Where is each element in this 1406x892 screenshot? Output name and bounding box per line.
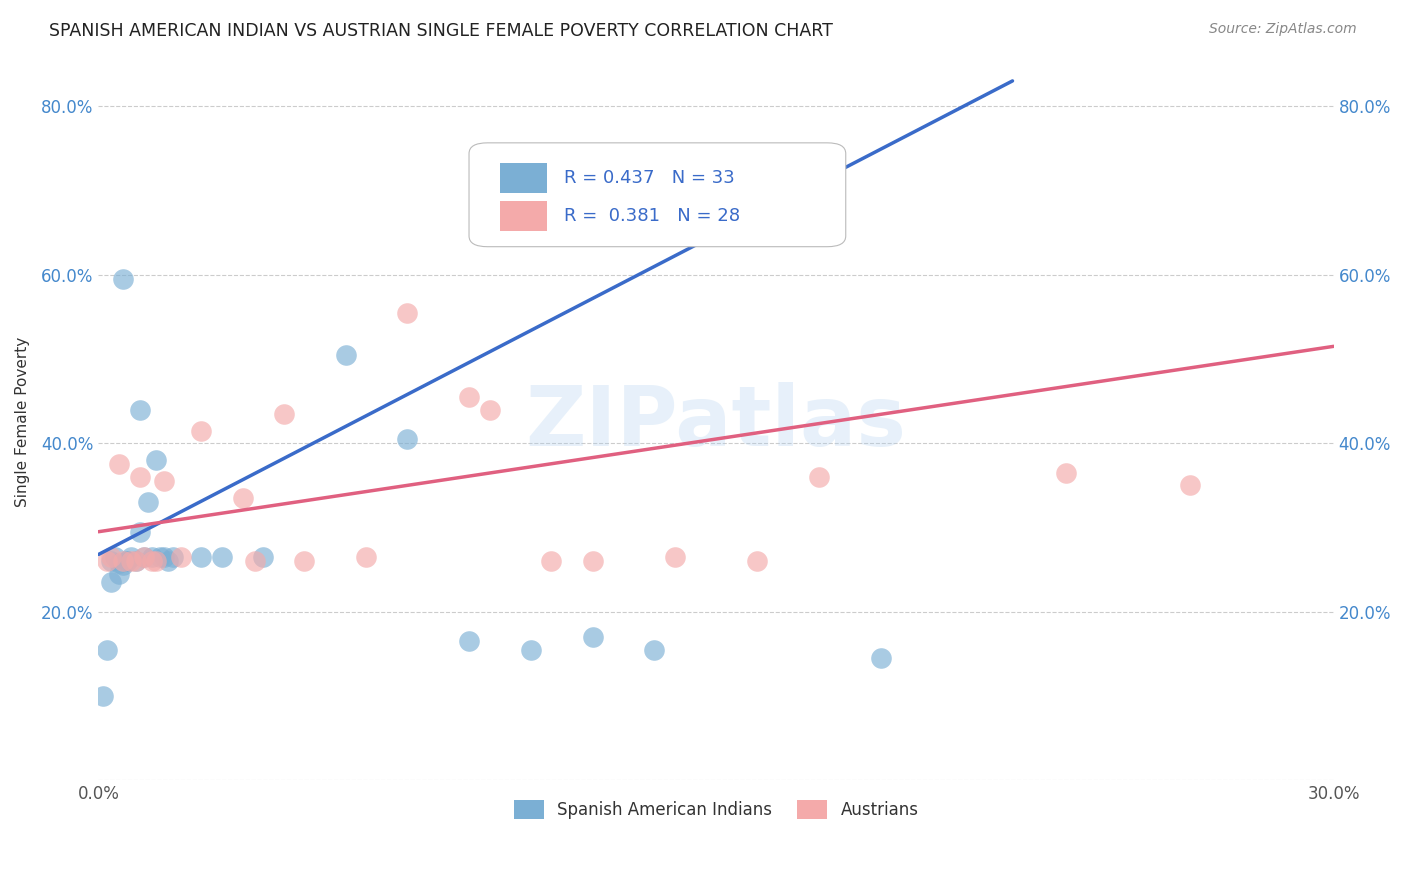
- Point: [581, 630, 603, 644]
- Point: [190, 549, 212, 564]
- Point: [1178, 478, 1201, 492]
- FancyBboxPatch shape: [470, 143, 846, 247]
- Point: [108, 556, 131, 570]
- Text: Source: ZipAtlas.com: Source: ZipAtlas.com: [1209, 22, 1357, 37]
- Bar: [501, 201, 547, 231]
- Point: [540, 554, 562, 568]
- Point: [132, 549, 155, 564]
- Point: [145, 554, 167, 568]
- Point: [128, 470, 150, 484]
- Point: [243, 554, 266, 568]
- Point: [128, 524, 150, 539]
- Point: [232, 491, 254, 505]
- Point: [153, 474, 176, 488]
- Point: [869, 651, 891, 665]
- Point: [478, 402, 501, 417]
- Point: [354, 549, 377, 564]
- Point: [124, 554, 146, 568]
- Point: [747, 554, 769, 568]
- Point: [96, 554, 118, 568]
- Point: [120, 554, 142, 568]
- Point: [807, 470, 830, 484]
- Point: [458, 634, 481, 648]
- Text: R =  0.381   N = 28: R = 0.381 N = 28: [564, 207, 740, 225]
- Legend: Spanish American Indians, Austrians: Spanish American Indians, Austrians: [508, 793, 925, 826]
- Point: [141, 554, 163, 568]
- Point: [141, 549, 163, 564]
- Point: [100, 549, 122, 564]
- Point: [96, 642, 118, 657]
- Point: [162, 549, 184, 564]
- Point: [520, 642, 543, 657]
- Point: [153, 549, 176, 564]
- Point: [120, 549, 142, 564]
- Point: [581, 554, 603, 568]
- Point: [190, 424, 212, 438]
- Point: [643, 642, 665, 657]
- Point: [335, 348, 357, 362]
- Point: [108, 566, 131, 581]
- Point: [292, 554, 315, 568]
- Point: [112, 554, 135, 568]
- Point: [108, 458, 131, 472]
- Point: [458, 390, 481, 404]
- Point: [170, 549, 193, 564]
- Point: [100, 554, 122, 568]
- Text: R = 0.437   N = 33: R = 0.437 N = 33: [564, 169, 735, 187]
- Bar: [501, 163, 547, 193]
- Point: [117, 554, 139, 568]
- Point: [104, 549, 127, 564]
- Point: [91, 689, 114, 703]
- Point: [112, 272, 135, 286]
- Point: [100, 575, 122, 590]
- Point: [396, 432, 419, 446]
- Point: [132, 549, 155, 564]
- Point: [117, 554, 139, 568]
- Point: [396, 305, 419, 319]
- Y-axis label: Single Female Poverty: Single Female Poverty: [15, 337, 30, 508]
- Point: [112, 558, 135, 573]
- Point: [1054, 466, 1077, 480]
- Text: ZIPatlas: ZIPatlas: [526, 382, 907, 463]
- Text: SPANISH AMERICAN INDIAN VS AUSTRIAN SINGLE FEMALE POVERTY CORRELATION CHART: SPANISH AMERICAN INDIAN VS AUSTRIAN SING…: [49, 22, 834, 40]
- Point: [149, 549, 172, 564]
- Point: [128, 402, 150, 417]
- Point: [157, 554, 180, 568]
- Point: [664, 549, 686, 564]
- Point: [273, 407, 295, 421]
- Point: [124, 554, 146, 568]
- Point: [211, 549, 233, 564]
- Point: [136, 495, 159, 509]
- Point: [145, 453, 167, 467]
- Point: [252, 549, 274, 564]
